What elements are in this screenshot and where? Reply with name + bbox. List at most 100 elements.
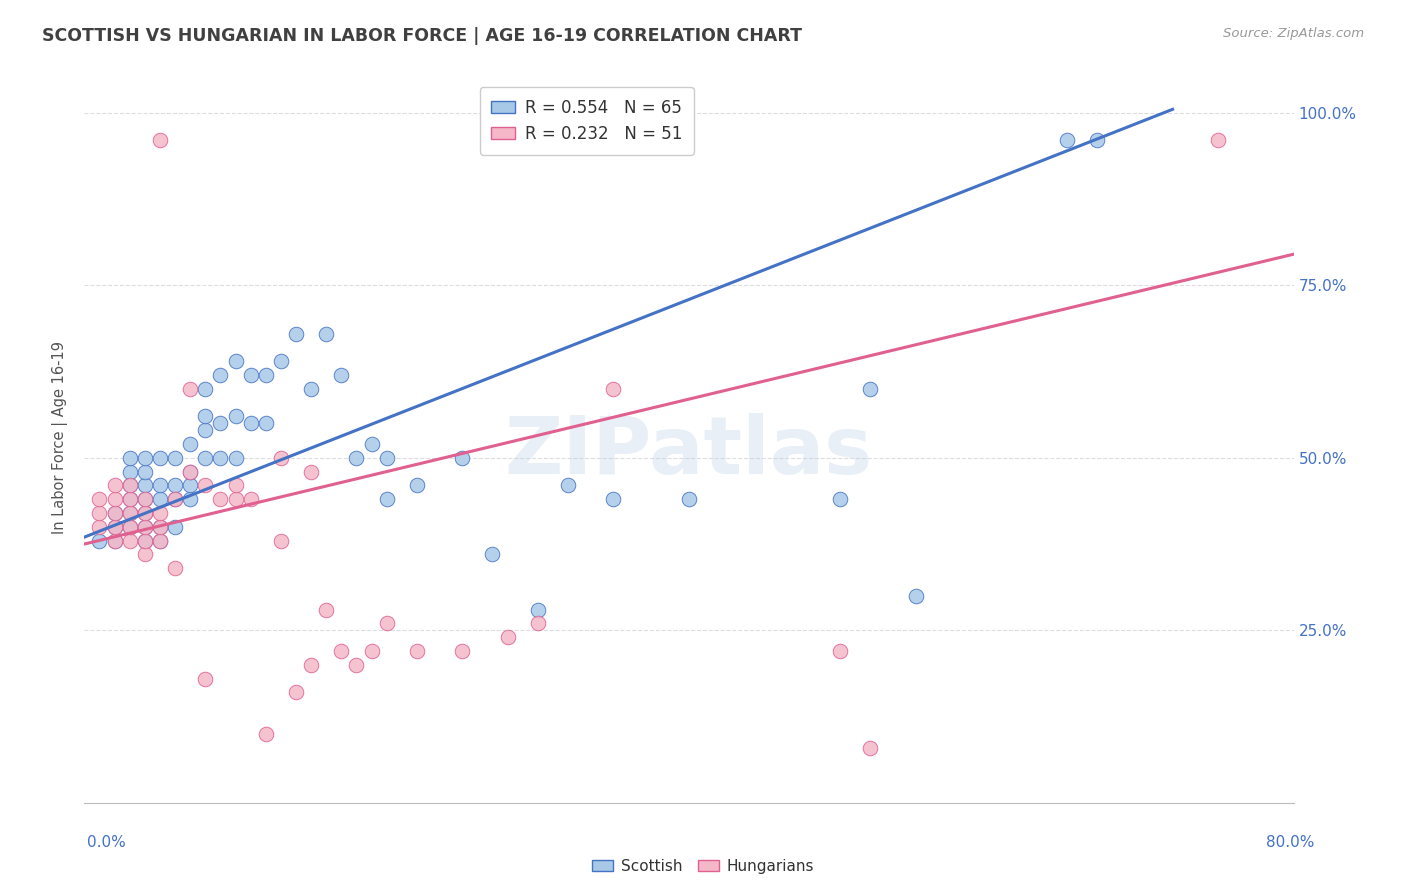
Point: [134, 520, 156, 534]
Point: [118, 506, 141, 520]
Point: [602, 492, 624, 507]
Point: [330, 644, 353, 658]
Point: [375, 450, 398, 465]
Point: [89, 520, 111, 534]
Point: [179, 437, 201, 451]
Point: [254, 727, 277, 741]
Point: [179, 382, 201, 396]
Point: [89, 492, 111, 507]
Point: [1056, 133, 1078, 147]
Point: [239, 368, 262, 382]
Point: [134, 533, 156, 548]
Point: [104, 506, 127, 520]
Legend: R = 0.554   N = 65, R = 0.232   N = 51: R = 0.554 N = 65, R = 0.232 N = 51: [479, 87, 693, 154]
Point: [406, 644, 429, 658]
Point: [270, 450, 292, 465]
Point: [194, 478, 217, 492]
Point: [315, 326, 337, 341]
Point: [194, 672, 217, 686]
Point: [557, 478, 579, 492]
Point: [225, 409, 247, 424]
Point: [451, 644, 474, 658]
Point: [104, 478, 127, 492]
Point: [270, 533, 292, 548]
Point: [194, 409, 217, 424]
Point: [360, 437, 382, 451]
Point: [209, 417, 232, 431]
Point: [209, 492, 232, 507]
Point: [299, 465, 322, 479]
Point: [496, 630, 519, 644]
Point: [1085, 133, 1108, 147]
Point: [254, 417, 277, 431]
Point: [209, 368, 232, 382]
Point: [451, 450, 474, 465]
Point: [134, 450, 156, 465]
Point: [194, 423, 217, 437]
Point: [149, 506, 172, 520]
Point: [89, 533, 111, 548]
Point: [209, 450, 232, 465]
Point: [165, 492, 187, 507]
Point: [678, 492, 700, 507]
Point: [134, 506, 156, 520]
Text: SCOTTISH VS HUNGARIAN IN LABOR FORCE | AGE 16-19 CORRELATION CHART: SCOTTISH VS HUNGARIAN IN LABOR FORCE | A…: [42, 27, 803, 45]
Text: 80.0%: 80.0%: [1267, 836, 1315, 850]
Point: [225, 354, 247, 368]
Point: [830, 492, 852, 507]
Point: [104, 492, 127, 507]
Point: [104, 520, 127, 534]
Point: [118, 478, 141, 492]
Text: Source: ZipAtlas.com: Source: ZipAtlas.com: [1223, 27, 1364, 40]
Text: 0.0%: 0.0%: [87, 836, 127, 850]
Point: [270, 354, 292, 368]
Point: [299, 382, 322, 396]
Point: [330, 368, 353, 382]
Point: [134, 478, 156, 492]
Point: [239, 417, 262, 431]
Point: [179, 478, 201, 492]
Point: [165, 492, 187, 507]
Point: [134, 533, 156, 548]
Point: [134, 492, 156, 507]
Point: [134, 548, 156, 562]
Point: [149, 533, 172, 548]
Y-axis label: In Labor Force | Age 16-19: In Labor Force | Age 16-19: [52, 341, 69, 533]
Point: [346, 450, 368, 465]
Point: [118, 450, 141, 465]
Point: [179, 492, 201, 507]
Point: [285, 326, 308, 341]
Point: [239, 492, 262, 507]
Point: [89, 506, 111, 520]
Legend: Scottish, Hungarians: Scottish, Hungarians: [586, 853, 820, 880]
Point: [165, 520, 187, 534]
Point: [149, 520, 172, 534]
Point: [1206, 133, 1229, 147]
Point: [149, 492, 172, 507]
Point: [104, 533, 127, 548]
Point: [149, 533, 172, 548]
Point: [118, 492, 141, 507]
Point: [118, 520, 141, 534]
Point: [527, 602, 550, 616]
Point: [225, 492, 247, 507]
Point: [134, 492, 156, 507]
Point: [346, 657, 368, 672]
Point: [118, 492, 141, 507]
Point: [254, 368, 277, 382]
Point: [104, 533, 127, 548]
Point: [149, 520, 172, 534]
Point: [194, 450, 217, 465]
Point: [859, 382, 882, 396]
Point: [904, 589, 927, 603]
Point: [118, 478, 141, 492]
Point: [406, 478, 429, 492]
Point: [830, 644, 852, 658]
Point: [194, 382, 217, 396]
Point: [602, 382, 624, 396]
Point: [225, 478, 247, 492]
Point: [134, 506, 156, 520]
Point: [104, 506, 127, 520]
Point: [118, 506, 141, 520]
Point: [134, 465, 156, 479]
